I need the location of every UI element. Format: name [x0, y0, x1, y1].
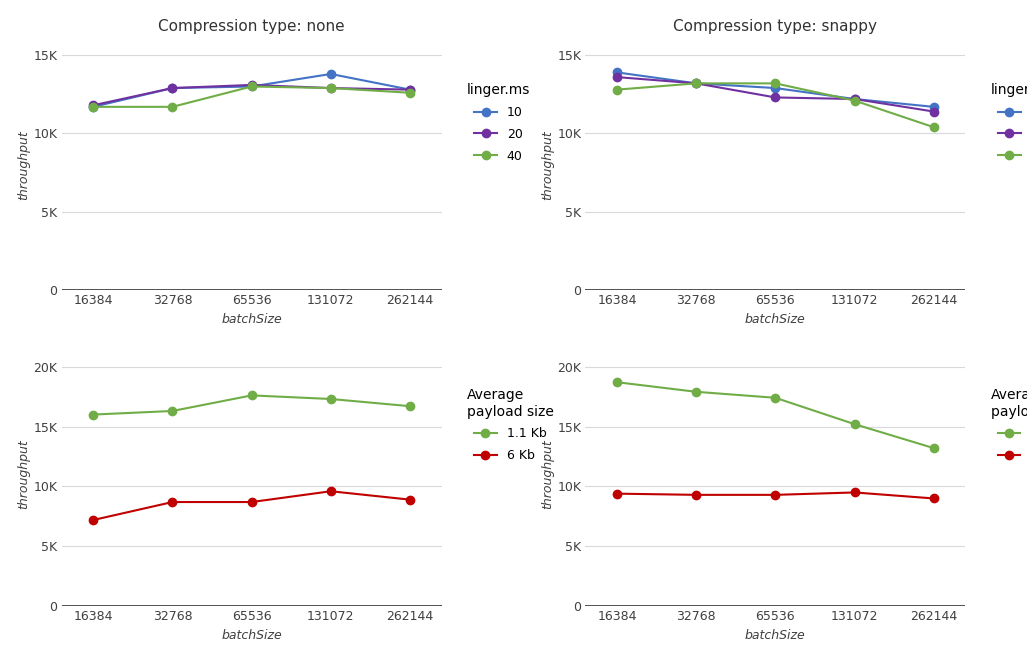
Legend: 10, 20, 40: 10, 20, 40	[467, 83, 530, 163]
X-axis label: batchSize: batchSize	[221, 629, 282, 642]
X-axis label: batchSize: batchSize	[221, 312, 282, 326]
Legend: 10, 20, 40: 10, 20, 40	[991, 83, 1027, 163]
Title: Compression type: snappy: Compression type: snappy	[674, 19, 877, 34]
X-axis label: batchSize: batchSize	[745, 629, 806, 642]
Y-axis label: throughput: throughput	[17, 130, 31, 200]
Y-axis label: throughput: throughput	[541, 130, 555, 200]
Legend: 1.1 Kb, 6 Kb: 1.1 Kb, 6 Kb	[991, 388, 1027, 462]
Title: Compression type: none: Compression type: none	[158, 19, 345, 34]
Y-axis label: throughput: throughput	[541, 440, 555, 509]
Y-axis label: throughput: throughput	[17, 440, 31, 509]
Legend: 1.1 Kb, 6 Kb: 1.1 Kb, 6 Kb	[467, 388, 554, 462]
X-axis label: batchSize: batchSize	[745, 312, 806, 326]
